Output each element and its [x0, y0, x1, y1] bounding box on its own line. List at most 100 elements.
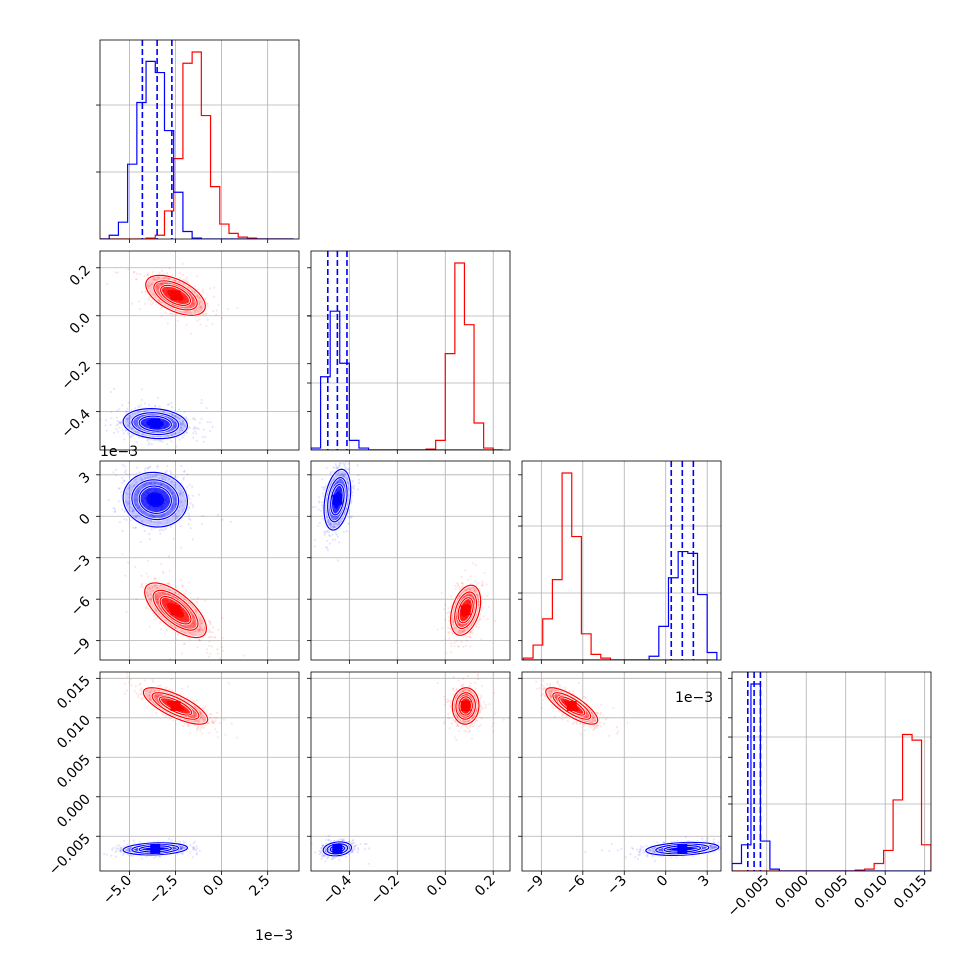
scatter-point [143, 477, 146, 480]
scatter-point [144, 409, 147, 412]
scatter-point [465, 589, 468, 592]
scatter-point [148, 466, 151, 469]
scatter-point [128, 492, 131, 495]
scatter-point [206, 318, 209, 321]
scatter-point [351, 480, 354, 483]
scatter-point [119, 422, 122, 425]
scatter-point [336, 559, 339, 562]
scatter-point [158, 621, 161, 624]
scatter-point [137, 492, 140, 495]
scatter-point [105, 418, 108, 422]
scatter-point [163, 593, 167, 596]
scatter-point [119, 420, 123, 423]
scatter-point [123, 518, 126, 521]
scatter-point [169, 470, 172, 473]
scatter-point [487, 605, 490, 608]
scatter-point [183, 410, 186, 413]
scatter-point [143, 482, 146, 485]
scatter-point [194, 609, 197, 612]
scatter-point [121, 463, 124, 466]
scatter-point [480, 638, 483, 641]
scatter-point [213, 635, 216, 639]
scatter-point [171, 274, 174, 277]
scatter-point [191, 622, 195, 626]
scatter-point [460, 575, 463, 579]
scatter-point [347, 522, 350, 525]
scatter-point [348, 516, 351, 519]
scatter-point [178, 417, 181, 420]
scatter-point [174, 503, 177, 506]
scatter-point [130, 509, 134, 513]
scatter-point [194, 623, 197, 626]
scatter-panel [100, 461, 299, 660]
scatter-point [156, 278, 159, 281]
scatter-point [157, 292, 160, 295]
scatter-point [220, 317, 223, 320]
scatter-point [186, 485, 189, 488]
scatter-point [147, 298, 150, 301]
scatter-point [173, 504, 176, 507]
scatter-point [450, 651, 453, 654]
scatter-point [158, 483, 161, 486]
scatter-point [163, 512, 166, 516]
scatter-point [167, 403, 170, 406]
scatter-point [121, 481, 124, 484]
scatter-point [189, 306, 192, 309]
scatter-point [181, 494, 184, 497]
scatter-point [117, 487, 121, 490]
scatter-point [156, 285, 159, 288]
scatter-point [192, 298, 195, 301]
scatter-point [486, 618, 489, 621]
scatter-point [118, 426, 121, 429]
scatter-point [209, 630, 212, 633]
scatter-point [160, 591, 164, 594]
scatter-point [170, 406, 174, 409]
scatter-point [172, 414, 175, 417]
scatter-point [209, 421, 212, 424]
scatter-point [448, 627, 451, 630]
scatter-point [129, 519, 132, 522]
scatter-point [352, 487, 355, 490]
scatter-point [444, 603, 447, 607]
scatter-point [139, 273, 142, 276]
scatter-point [202, 629, 205, 632]
scatter-point [173, 483, 176, 486]
scatter-point [198, 318, 201, 321]
scatter-point [470, 594, 473, 597]
scatter-point [200, 622, 203, 625]
scatter-point [159, 439, 162, 442]
scatter-point [188, 638, 192, 641]
scatter-point [192, 297, 195, 300]
scatter-point [469, 595, 472, 598]
scatter-point [208, 644, 211, 647]
scatter-point [188, 426, 191, 430]
scatter-point [181, 509, 184, 512]
scatter-point [319, 509, 323, 512]
scatter-point [183, 433, 186, 436]
scatter-point [146, 591, 149, 594]
scatter-point [193, 625, 196, 629]
scatter-point [137, 491, 140, 494]
scatter-point [199, 617, 202, 620]
scatter-point [161, 282, 164, 285]
scatter-point [478, 618, 481, 621]
scatter-point [191, 485, 194, 488]
scatter-point [182, 478, 185, 481]
contour-line [160, 284, 192, 306]
scatter-point [181, 423, 184, 426]
scatter-point [151, 271, 154, 274]
scatter-point [212, 310, 215, 313]
scatter-point [468, 594, 471, 597]
scatter-point [460, 624, 463, 628]
scatter-point [155, 466, 158, 469]
scatter-point [128, 473, 131, 476]
scatter-point [463, 629, 466, 633]
scatter-point [143, 402, 147, 405]
scatter-point [168, 588, 171, 591]
scatter-point [193, 625, 196, 628]
scatter-point [448, 631, 451, 634]
scatter-point [137, 417, 141, 420]
scatter-point [154, 595, 158, 598]
scatter-point [168, 487, 171, 490]
scatter-point [185, 431, 188, 434]
